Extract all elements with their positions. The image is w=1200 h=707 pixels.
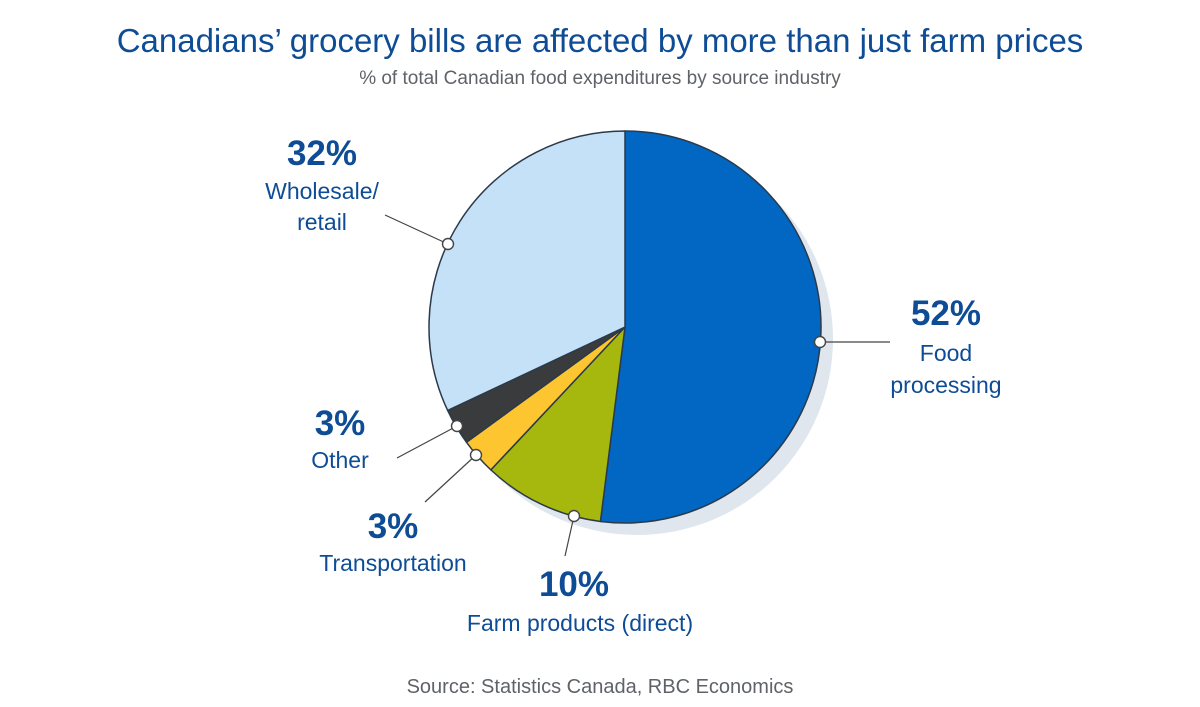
slice-name-label-farm-products-direct: Farm products (direct) xyxy=(467,610,693,636)
slice-name-label-food-processing: Food xyxy=(920,340,972,366)
leader-line-other xyxy=(396,425,458,459)
chart-title: Canadians’ grocery bills are affected by… xyxy=(116,22,1084,59)
slice-name-label-transportation: Transportation xyxy=(319,550,466,576)
leader-line-farm-products-direct xyxy=(564,515,575,557)
slice-name-label-food-processing: processing xyxy=(890,372,1001,398)
slice-name-label-wholesale-retail: Wholesale/ xyxy=(265,178,379,204)
pie-slice-farm-products-direct xyxy=(490,326,626,523)
chart-subtitle: % of total Canadian food expenditures by… xyxy=(359,68,841,89)
slice-value-label-other: 3% xyxy=(315,404,366,443)
pie-slice-food-processing xyxy=(599,130,822,524)
leader-line-wholesale-retail xyxy=(384,214,449,245)
pie-slice-wholesale-retail xyxy=(428,130,626,412)
leader-dot-food-processing xyxy=(813,335,827,349)
leader-line-transportation xyxy=(424,454,477,503)
leader-dot-wholesale-retail xyxy=(441,237,455,251)
slice-name-label-other: Other xyxy=(311,447,369,473)
slice-value-label-farm-products-direct: 10% xyxy=(539,565,609,604)
slice-value-label-food-processing: 52% xyxy=(911,294,981,333)
leader-dot-farm-products-direct xyxy=(567,509,581,523)
leader-dot-transportation xyxy=(469,448,483,462)
source-note: Source: Statistics Canada, RBC Economics xyxy=(406,676,794,698)
slice-value-label-wholesale-retail: 32% xyxy=(287,134,357,173)
leader-dot-other xyxy=(450,419,464,433)
slice-value-label-transportation: 3% xyxy=(368,507,419,546)
slice-name-label-wholesale-retail: retail xyxy=(297,209,347,235)
